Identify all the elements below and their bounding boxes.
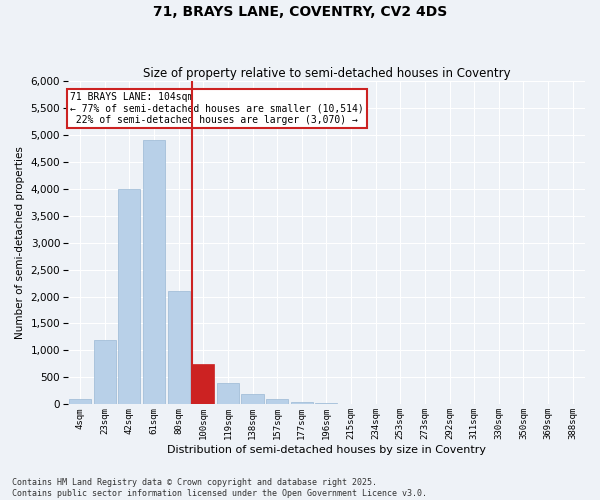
X-axis label: Distribution of semi-detached houses by size in Coventry: Distribution of semi-detached houses by … (167, 445, 486, 455)
Bar (192, 364, 214, 405)
Bar (266, 399, 288, 404)
Text: 71 BRAYS LANE: 104sqm
← 77% of semi-detached houses are smaller (10,514)
 22% of: 71 BRAYS LANE: 104sqm ← 77% of semi-deta… (70, 92, 364, 125)
Bar (94, 340, 116, 404)
Text: Contains HM Land Registry data © Crown copyright and database right 2025.
Contai: Contains HM Land Registry data © Crown c… (12, 478, 427, 498)
Text: 71, BRAYS LANE, COVENTRY, CV2 4DS: 71, BRAYS LANE, COVENTRY, CV2 4DS (153, 5, 447, 19)
Bar (69, 399, 91, 404)
Bar (241, 394, 263, 404)
Bar (290, 402, 313, 404)
Bar (217, 383, 239, 404)
Bar (143, 140, 165, 404)
Bar (118, 188, 140, 404)
Y-axis label: Number of semi-detached properties: Number of semi-detached properties (15, 146, 25, 339)
Bar (167, 291, 190, 405)
Title: Size of property relative to semi-detached houses in Coventry: Size of property relative to semi-detach… (143, 66, 510, 80)
